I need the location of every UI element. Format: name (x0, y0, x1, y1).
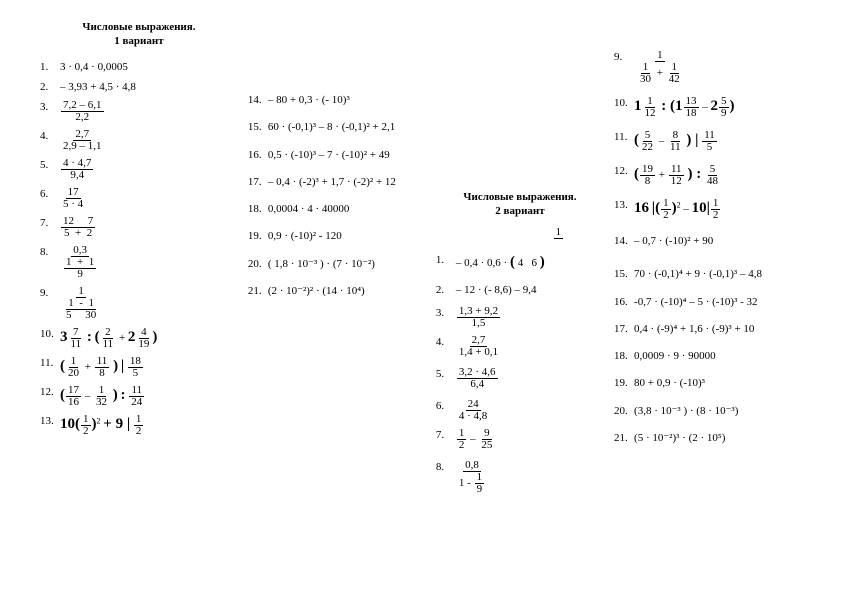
problem-8: 8.0,31 + 19 (40, 245, 238, 280)
problem-21: 21.(2 · 10⁻²)² · (14 · 10⁴) (248, 284, 426, 298)
v2-problem-10: 10.1112 : (11318 – 259) (614, 96, 802, 119)
v2-problem-7: 7.12 – 925 (436, 428, 604, 451)
problem-2: 2.– 3,93 + 4,5 · 4,8 (40, 80, 238, 94)
problem-6: 6.175 · 4 (40, 187, 238, 210)
v2-problem-3: 3.1,3 + 9,21,5 (436, 306, 604, 329)
v2-problem-15: 15.70 · (-0,1)⁴ + 9 · (-0,1)³ – 4,8 (614, 267, 802, 281)
problem-3: 3.7,2 – 6,12,2 (40, 100, 238, 123)
problem-15: 15.60 · (-0,1)³ – 8 · (-0,1)² + 2,1 (248, 120, 426, 134)
v2-problem-21: 21.(5 · 10⁻²)³ · (2 · 10⁵) (614, 431, 802, 445)
title-variant-2: Числовые выражения. 2 вариант (436, 190, 604, 219)
v2-problem-2: 2.– 12 · (- 8,6) – 9,4 (436, 283, 604, 297)
problem-10: 10.3711 : (211 + 2419) (40, 327, 238, 350)
v2-problem-17: 17.0,4 · (-9)⁴ + 1,6 · (-9)³ + 10 (614, 322, 802, 336)
v2-problem-8: 8.0,81 - 19 (436, 460, 604, 495)
v2-problem-16: 16.-0,7 · (-10)⁴ – 5 · (-10)³ - 32 (614, 295, 802, 309)
v2-problem-12: 12.(198 + 1112 ) : 548 (614, 164, 802, 187)
v2-problem-11: 11.(522 – 811 ) | 115 (614, 130, 802, 153)
problem-9: 9.11 - 15 30 (40, 286, 238, 321)
v2-problem-18: 18.0,0009 · 9 · 90000 (614, 349, 802, 363)
v2-problem-14: 14.– 0,7 · (-10)² + 90 (614, 234, 802, 248)
v2-problem-4: 4.2,71,4 + 0,1 (436, 335, 604, 358)
problem-14: 14.– 80 + 0,3 · (- 10)³ (248, 93, 426, 107)
problem-5: 5.4 · 4,79,4 (40, 158, 238, 181)
problem-1: 1.3 · 0,4 · 0,0005 (40, 60, 238, 74)
problem-12: 12.(1716 – 132 ) : 1124 (40, 385, 238, 408)
problem-4: 4.2,72,9 – 1,1 (40, 129, 238, 152)
column-3: Числовые выражения. 2 вариант 1 1.– 0,4 … (436, 20, 604, 575)
column-1: Числовые выражения. 1 вариант 1.3 · 0,4 … (40, 20, 238, 575)
v2-problem-13: 13.16 |(12)2 – 10|12 (614, 198, 802, 221)
problem-18: 18.0,0004 · 4 · 40000 (248, 202, 426, 216)
column-2: 14.– 80 + 0,3 · (- 10)³ 15.60 · (-0,1)³ … (248, 20, 426, 575)
problem-13: 13.10(12)2 + 9 | 12 (40, 414, 238, 437)
problem-19: 19.0,9 · (-10)² - 120 (248, 229, 426, 243)
v2-problem-9: 9.1130 + 142 (614, 50, 802, 85)
v2-problem-6: 6.244 · 4,8 (436, 399, 604, 422)
problem-7: 7.12 75 + 2 (40, 216, 238, 239)
v2-problem-5: 5.3,2 · 4,66,4 (436, 367, 604, 390)
problem-16: 16.0,5 · (-10)³ – 7 · (-10)² + 49 (248, 148, 426, 162)
v2-problem-1: 1.– 0,4 · 0,6 · ( 4 6 ) (436, 253, 604, 273)
v2-problem-19: 19.80 + 0,9 · (-10)³ (614, 376, 802, 390)
problem-11: 11.(120 + 118 ) | 185 (40, 356, 238, 379)
problem-17: 17.– 0,4 · (-2)³ + 1,7 · (-2)² + 12 (248, 175, 426, 189)
column-4: 9.1130 + 142 10.1112 : (11318 – 259) 11.… (614, 20, 802, 575)
title-variant-1: Числовые выражения. 1 вариант (40, 20, 238, 49)
v2-problem-20: 20.(3,8 · 10⁻³ ) · (8 · 10⁻³) (614, 404, 802, 418)
problem-20: 20.( 1,8 · 10⁻³ ) · (7 · 10⁻²) (248, 257, 426, 271)
